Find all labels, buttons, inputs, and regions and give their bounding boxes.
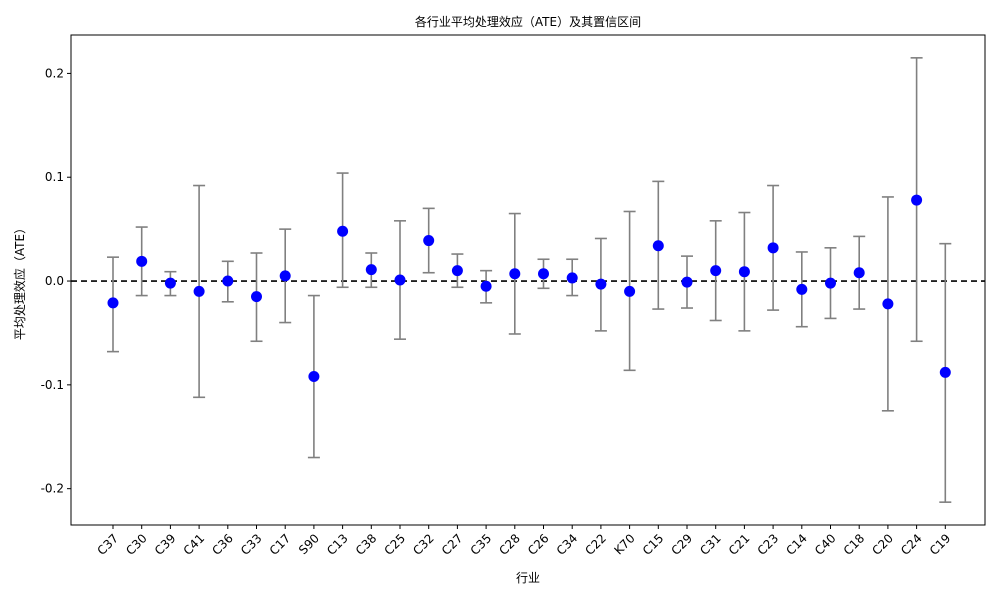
x-tick-label: C18 [841,531,868,558]
ate-point [882,298,894,310]
ate-point [107,297,119,309]
y-tick-label: 0.1 [45,170,64,184]
x-tick-label: C15 [640,531,667,558]
x-tick-label: C27 [439,531,466,558]
ate-point [825,277,836,289]
ate-point [337,225,349,237]
ate-point [566,272,578,284]
x-tick-label: C28 [496,531,523,558]
ate-point [509,268,521,280]
x-tick-label: C20 [869,531,896,558]
x-tick-label: C31 [697,531,724,558]
ate-point [624,285,636,297]
x-tick-label: C29 [668,531,695,558]
ate-point [911,194,923,206]
x-tick-label: C37 [94,531,121,558]
x-tick-label: C24 [898,531,925,558]
x-tick-label: C30 [123,531,150,558]
ate-point [394,274,406,286]
x-tick-label: C40 [812,531,839,558]
ate-point [222,275,234,287]
ate-point [164,277,176,289]
ate-point [538,268,549,280]
x-tick-label: C26 [525,531,552,558]
plot-frame [70,34,986,526]
y-tick-label: 0.2 [45,66,64,80]
y-axis-label: 平均处理效应（ATE） [12,222,27,340]
x-tick-label: C36 [209,531,236,558]
plot-area [71,57,985,503]
x-axis-label: 行业 [516,571,540,585]
ate-point [423,235,435,247]
ate-point [796,283,808,295]
ate-point [308,371,320,383]
x-tick-label: C19 [927,531,954,558]
x-tick-label: C38 [353,531,380,558]
ate-point [136,255,148,267]
x-tick-label: C34 [554,531,581,558]
ate-point [652,240,664,252]
ate-point [681,276,693,288]
x-tick-label: C22 [582,531,609,558]
ate-point [480,280,492,292]
ate-point [710,265,722,277]
x-tick-label: C33 [238,531,265,558]
x-tick-label: C13 [324,531,351,558]
x-tick-label: C25 [381,531,408,558]
ate-point [279,270,291,282]
x-tick-label: C23 [755,531,782,558]
ate-point [193,285,205,297]
ate-point [365,264,377,276]
ate-point [767,242,779,254]
y-tick-label: -0.2 [41,482,64,496]
y-tick-label: -0.1 [41,378,64,392]
x-tick-label: C17 [267,531,294,558]
ate-point [451,265,463,277]
x-tick-label: K70 [611,531,637,557]
ate-point [939,366,951,378]
x-tick-label: C14 [783,531,810,558]
chart-title: 各行业平均处理效应（ATE）及其置信区间 [415,14,641,29]
x-tick-label: C39 [152,531,179,558]
ate-point [738,266,750,278]
x-tick-label: C32 [410,531,437,558]
x-tick-label: C41 [181,531,208,558]
ate-point [595,278,607,290]
ate-point [853,267,865,279]
x-tick-label: S90 [296,531,322,557]
x-tick-label: C35 [468,531,495,558]
x-tick-label: C21 [726,531,753,558]
y-tick-label: 0.0 [45,274,64,288]
ate-point [251,291,262,303]
